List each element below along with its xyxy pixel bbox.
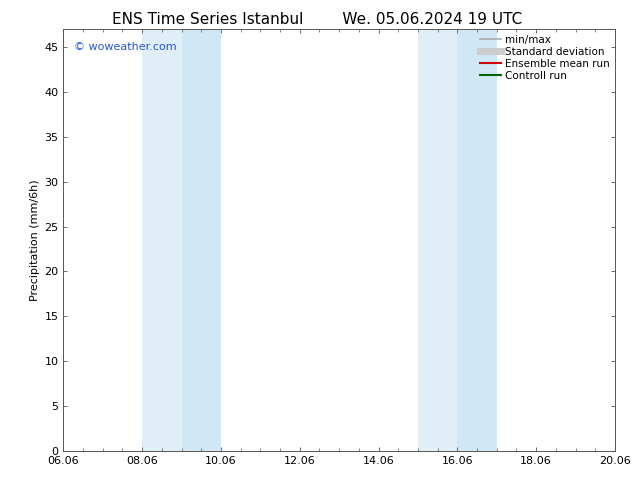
Bar: [418, 29, 457, 451]
Y-axis label: Precipitation (mm/6h): Precipitation (mm/6h): [30, 179, 40, 301]
Bar: [457, 29, 497, 451]
Bar: [181, 29, 221, 451]
Text: © woweather.com: © woweather.com: [74, 42, 177, 52]
Bar: [142, 29, 181, 451]
Text: ENS Time Series Istanbul        We. 05.06.2024 19 UTC: ENS Time Series Istanbul We. 05.06.2024 …: [112, 12, 522, 27]
Legend: min/max, Standard deviation, Ensemble mean run, Controll run: min/max, Standard deviation, Ensemble me…: [478, 32, 612, 83]
